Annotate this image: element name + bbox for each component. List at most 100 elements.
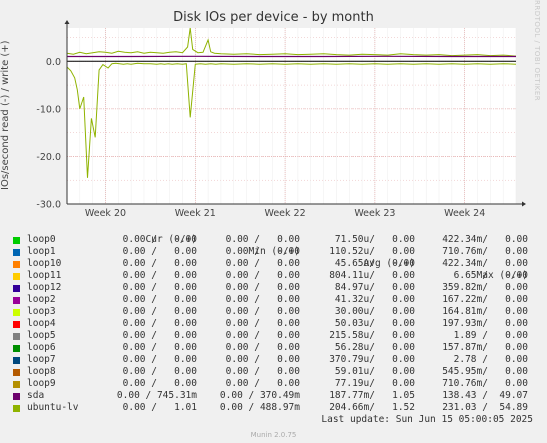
min-value: 0.00 / 370.49m: [219, 390, 300, 401]
cur-value: 0.00 / 0.00: [122, 378, 197, 389]
legend-name: loop12: [27, 282, 62, 293]
max-value: 231.03 / 54.89: [442, 402, 528, 413]
avg-value: 187.77m/ 1.05: [329, 390, 415, 401]
axes: [64, 20, 526, 207]
avg-value: 59.01u/ 0.00: [334, 366, 415, 377]
legend-swatch: [13, 260, 20, 268]
legend-swatch: [13, 404, 20, 412]
plot-area: 0.0 -10.0 -20.0 -30.0 Week 20 Week 21 Week 22 W…: [36, 20, 526, 219]
legend-name: loop7: [27, 354, 56, 365]
header-avg: Avg (-/+): [363, 258, 415, 269]
avg-value: 77.19u/ 0.00: [334, 378, 415, 389]
cur-value: 0.00 / 0.00: [122, 306, 197, 317]
header-min: Min (-/+): [248, 246, 300, 257]
max-value: 6.65 / 0.00: [453, 270, 528, 281]
legend-name: loop5: [27, 330, 56, 341]
x-tick-label: Week 23: [354, 208, 395, 219]
max-value: 710.76m/ 0.00: [442, 246, 528, 257]
avg-value: 56.28u/ 0.00: [334, 342, 415, 353]
legend-row-loop8: loop8 0.00 / 0.00 0.00 / 0.00 59.01u/ 0.00 5…: [0, 366, 547, 378]
avg-value: 804.11u/ 0.00: [329, 270, 415, 281]
cur-value: 0.00 / 0.00: [122, 354, 197, 365]
max-value: 167.22m/ 0.00: [442, 294, 528, 305]
last-update: Last update: Sun Jun 15 05:00:05 2025: [321, 414, 533, 425]
y-tick-label: -30.0: [36, 200, 61, 211]
cur-value: 0.00 / 0.00: [122, 318, 197, 329]
y-axis-arrow: [64, 20, 70, 24]
min-value: 0.00 / 0.00: [225, 306, 300, 317]
min-value: 0.00 / 0.00: [225, 366, 300, 377]
min-value: 0.00 / 0.00: [225, 270, 300, 281]
legend-name: loop8: [27, 366, 56, 377]
cur-value: 0.00 / 0.00: [122, 294, 197, 305]
x-tick-label: Week 20: [85, 208, 126, 219]
avg-value: 41.32u/ 0.00: [334, 294, 415, 305]
legend-name: sda: [27, 390, 45, 401]
legend-row-loop9: loop9 0.00 / 0.00 0.00 / 0.00 77.19u/ 0.00 7…: [0, 378, 547, 390]
max-value: 157.87m/ 0.00: [442, 342, 528, 353]
legend-swatch: [13, 380, 20, 388]
min-value: 0.00 / 0.00: [225, 342, 300, 353]
tick-labels: 0.0 -10.0 -20.0 -30.0 Week 20 Week 21 Week 22 W…: [36, 57, 485, 219]
x-tick-label: Week 22: [265, 208, 306, 219]
cur-value: 0.00 / 1.01: [122, 402, 197, 413]
max-value: 359.82m/ 0.00: [442, 282, 528, 293]
min-value: 0.00 / 0.00: [225, 282, 300, 293]
max-value: 1.89 / 0.00: [453, 330, 528, 341]
y-tick-label: -20.0: [36, 152, 61, 163]
legend-name: loop1: [27, 246, 56, 257]
min-value: 0.00 / 0.00: [225, 318, 300, 329]
min-value: 0.00 / 0.00: [225, 294, 300, 305]
avg-value: 50.03u/ 0.00: [334, 318, 415, 329]
series-lines: [66, 27, 517, 178]
header-cur: Cur (-/+): [145, 234, 197, 245]
legend-swatch: [13, 368, 20, 376]
max-value: 422.34m/ 0.00: [442, 234, 528, 245]
min-value: 0.00 / 0.00: [225, 234, 300, 245]
y-tick-label: -10.0: [36, 104, 61, 115]
legend-name: loop10: [27, 258, 62, 269]
legend-name: loop11: [27, 270, 62, 281]
legend-row-loop0: loop0 0.00 / 0.00 0.00 / 0.00 71.50u/ 0.00 4…: [0, 234, 547, 246]
legend-row-loop2: loop2 0.00 / 0.00 0.00 / 0.00 41.32u/ 0.00 1…: [0, 294, 547, 306]
x-tick-label: Week 24: [444, 208, 485, 219]
max-value: 422.34m/ 0.00: [442, 258, 528, 269]
chart-title: Disk IOs per device - by month: [173, 10, 374, 25]
legend-row-loop5: loop5 0.00 / 0.00 0.00 / 0.00 215.58u/ 0.00…: [0, 330, 547, 342]
cur-value: 0.00 / 0.00: [122, 330, 197, 341]
cur-value: 0.00 / 0.00: [122, 270, 197, 281]
legend-row-loop11: loop11 0.00 / 0.00 0.00 / 0.00 804.11u/ 0.0…: [0, 270, 547, 282]
legend-table: Cur (-/+) Min (-/+) Avg (-/+) Max (-/+) …: [0, 222, 547, 414]
legend-swatch: [13, 236, 20, 244]
legend-swatch: [13, 308, 20, 316]
x-tick-label: Week 21: [175, 208, 216, 219]
min-value: 0.00 / 0.00: [225, 246, 300, 257]
legend-swatch: [13, 344, 20, 352]
legend-swatch: [13, 332, 20, 340]
legend-name: loop9: [27, 378, 56, 389]
series-line-ubuntu-lv-0: [66, 62, 517, 178]
min-value: 0.00 / 0.00: [225, 378, 300, 389]
x-axis-arrow: [522, 201, 526, 207]
legend-row-loop12: loop12 0.00 / 0.00 0.00 / 0.00 84.97u/ 0.00…: [0, 282, 547, 294]
legend-name: loop2: [27, 294, 56, 305]
legend-row-loop4: loop4 0.00 / 0.00 0.00 / 0.00 50.03u/ 0.00 1…: [0, 318, 547, 330]
legend-name: loop6: [27, 342, 56, 353]
avg-value: 45.65u/ 0.00: [334, 258, 415, 269]
rrdtool-credit: RRDTOOL / TOBI OETIKER: [533, 0, 541, 102]
avg-value: 370.79u/ 0.00: [329, 354, 415, 365]
legend-swatch: [13, 392, 20, 400]
max-value: 545.95m/ 0.00: [442, 366, 528, 377]
legend-rows: loop0 0.00 / 0.00 0.00 / 0.00 71.50u/ 0.00 4…: [0, 234, 547, 414]
avg-value: 215.58u/ 0.00: [329, 330, 415, 341]
legend-row-loop1: loop1 0.00 / 0.00 0.00 / 0.00 110.52u/ 0.00…: [0, 246, 547, 258]
avg-value: 30.00u/ 0.00: [334, 306, 415, 317]
avg-value: 110.52u/ 0.00: [329, 246, 415, 257]
cur-value: 0.00 / 0.00: [122, 234, 197, 245]
legend-header: Cur (-/+) Min (-/+) Avg (-/+) Max (-/+): [0, 222, 547, 281]
min-value: 0.00 / 488.97m: [219, 402, 300, 413]
avg-value: 204.66m/ 1.52: [329, 402, 415, 413]
cur-value: 0.00 / 0.00: [122, 282, 197, 293]
legend-swatch: [13, 284, 20, 292]
